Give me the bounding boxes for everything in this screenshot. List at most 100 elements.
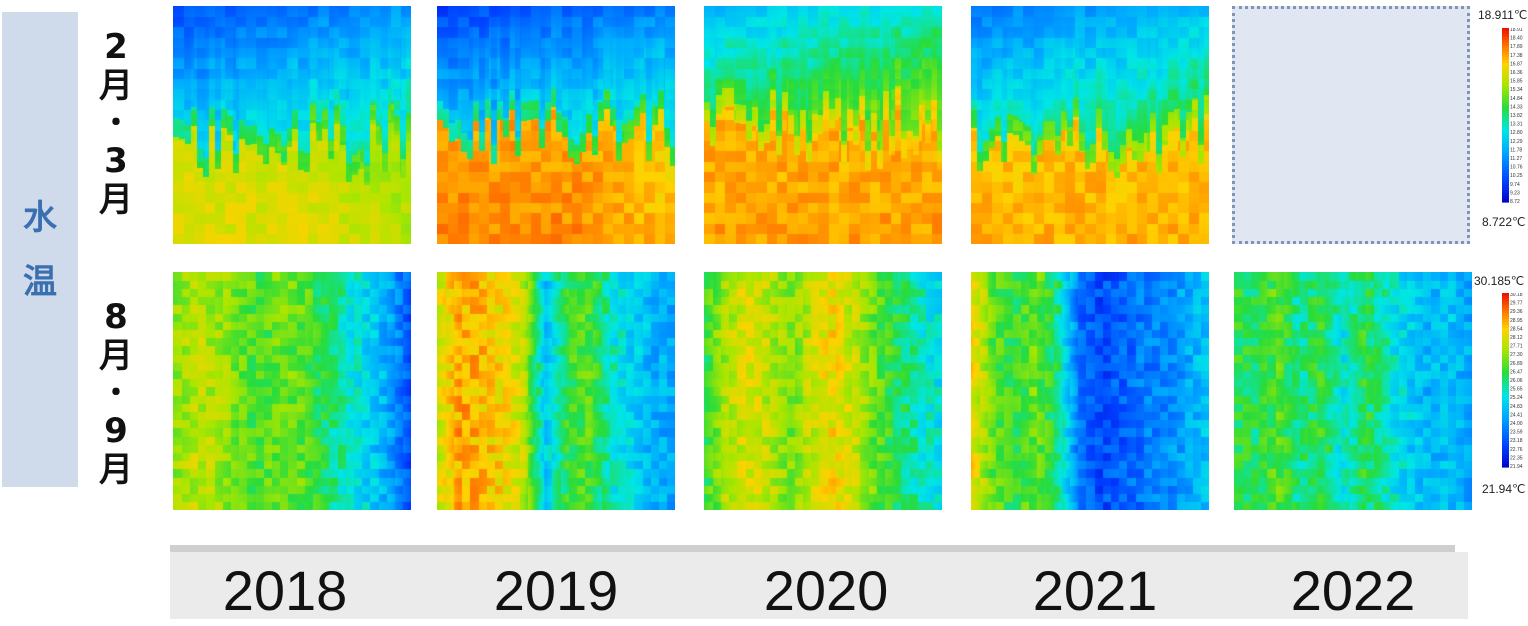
colorbar-swatch (1502, 298, 1509, 303)
colorbar-swatch (1502, 293, 1509, 297)
colorbar-swatch (1502, 109, 1509, 113)
colorbar-swatch (1502, 423, 1509, 427)
colorbar-tick-label: 29.77 (1510, 301, 1523, 307)
colorbar-swatch (1502, 115, 1509, 119)
colorbar-swatch (1502, 59, 1509, 64)
colorbar-tick-label: 15.85 (1510, 79, 1523, 85)
colorbar-swatch (1502, 397, 1509, 401)
colorbar-swatch (1502, 77, 1509, 81)
colorbar-tick-label: 25.24 (1510, 395, 1523, 401)
colorbar-swatch (1502, 146, 1509, 151)
colorbar-swatch (1502, 316, 1509, 320)
colorbar-swatch (1502, 149, 1509, 154)
colorbar-min-label-winter: 8.722℃ (1482, 215, 1526, 229)
colorbar-min-label-summer: 21.94℃ (1482, 482, 1526, 496)
colorbar-swatch (1502, 184, 1509, 189)
colorbar-tick-label: 27.30 (1510, 352, 1523, 358)
colorbar-swatch (1502, 359, 1509, 364)
row-label-char: 9 (104, 411, 128, 451)
colorbar-swatch (1502, 181, 1509, 186)
colorbar-swatch (1502, 400, 1509, 404)
colorbar-swatch (1502, 388, 1509, 393)
colorbar-swatch (1502, 28, 1509, 32)
colorbar-swatch (1502, 435, 1509, 439)
colorbar-swatch (1502, 324, 1509, 329)
colorbar-tick-label: 13.82 (1510, 113, 1523, 119)
colorbar-swatch (1502, 429, 1509, 433)
row-label-char: 3 (104, 141, 128, 181)
heatmap-aug-sep-2018 (173, 272, 411, 510)
colorbar-swatch (1502, 353, 1509, 358)
colorbar-tick-label: 24.83 (1510, 404, 1523, 410)
colorbar-swatch (1502, 313, 1509, 317)
colorbar-tick-label: 29.36 (1510, 309, 1523, 315)
colorbar-swatch (1502, 438, 1509, 442)
year-axis-band (170, 552, 1468, 619)
year-axis-rule (170, 545, 1455, 552)
colorbar-tick-label: 16.87 (1510, 61, 1523, 67)
colorbar-swatch (1502, 394, 1509, 398)
colorbar-swatch (1502, 170, 1509, 174)
heatmap-feb-mar-2021 (971, 6, 1209, 244)
colorbar-swatch (1502, 382, 1509, 387)
colorbar-swatch (1502, 83, 1509, 87)
colorbar-swatch (1502, 449, 1509, 454)
colorbar-swatch (1502, 39, 1509, 44)
colorbar-swatch (1502, 362, 1509, 367)
colorbar-swatch (1502, 62, 1509, 67)
colorbar-swatch (1502, 45, 1509, 49)
colorbar-swatch (1502, 426, 1509, 430)
colorbar-swatch (1502, 161, 1509, 165)
colorbar-swatch (1502, 74, 1509, 78)
colorbar-swatch (1502, 135, 1509, 139)
colorbar-swatch (1502, 406, 1509, 410)
colorbar-swatch (1502, 301, 1509, 306)
colorbar-tick-label: 23.18 (1510, 438, 1523, 444)
colorbar-swatch (1502, 310, 1509, 314)
colorbar-swatch (1502, 295, 1509, 300)
colorbar-tick-label: 23.59 (1510, 430, 1523, 436)
colorbar-swatch (1502, 461, 1509, 465)
colorbar-swatch (1502, 51, 1509, 55)
colorbar-swatch (1502, 348, 1509, 352)
colorbar-swatch (1502, 54, 1509, 58)
colorbar-swatch (1502, 86, 1509, 90)
colorbar-tick-label: 18.40 (1510, 36, 1523, 42)
colorbar-swatch (1502, 327, 1509, 332)
year-label-2021: 2021 (1032, 559, 1158, 622)
colorbar-swatch (1502, 365, 1509, 369)
colorbar-swatch (1502, 322, 1509, 326)
colorbar-swatch (1502, 158, 1509, 162)
colorbar-swatch (1502, 440, 1509, 445)
colorbar-tick-label: 10.76 (1510, 165, 1523, 171)
colorbar-tick-label: 9.23 (1510, 190, 1520, 196)
colorbar-swatch (1502, 196, 1509, 200)
colorbar-swatch (1502, 339, 1509, 343)
heatmap-aug-sep-2019 (437, 272, 675, 510)
row-label-char: 月 (99, 66, 133, 106)
colorbar-swatch (1502, 94, 1509, 99)
colorbar-swatch (1502, 304, 1509, 309)
colorbar-tick-label: 26.47 (1510, 369, 1523, 375)
colorbar-swatch (1502, 132, 1509, 136)
colorbar-tick-label: 22.76 (1510, 447, 1523, 453)
colorbar-swatch (1502, 91, 1509, 96)
colorbar-swatch (1502, 152, 1509, 157)
colorbar-swatch (1502, 42, 1509, 46)
row-label-feb-mar: 2 月 ・ 3 月 (84, 28, 148, 220)
heatmap-aug-sep-2021 (971, 272, 1209, 510)
colorbar-swatch (1502, 330, 1509, 335)
colorbar-max-label-winter: 18.911℃ (1478, 8, 1528, 22)
row-label-char: 月 (99, 180, 133, 220)
colorbar-tick-label: 9.74 (1510, 182, 1520, 188)
heatmap-aug-sep-2022 (1234, 272, 1472, 510)
colorbar-tick-label: 13.31 (1510, 122, 1523, 128)
colorbar-swatch (1502, 57, 1509, 61)
colorbar-max-label-summer: 30.185℃ (1474, 274, 1525, 288)
heatmap-aug-sep-2020 (704, 272, 942, 510)
colorbar-swatch (1502, 112, 1509, 116)
colorbar-swatch (1502, 409, 1509, 413)
colorbar-swatch (1502, 458, 1509, 462)
colorbar-swatch (1502, 420, 1509, 425)
colorbar-swatch (1502, 88, 1509, 93)
